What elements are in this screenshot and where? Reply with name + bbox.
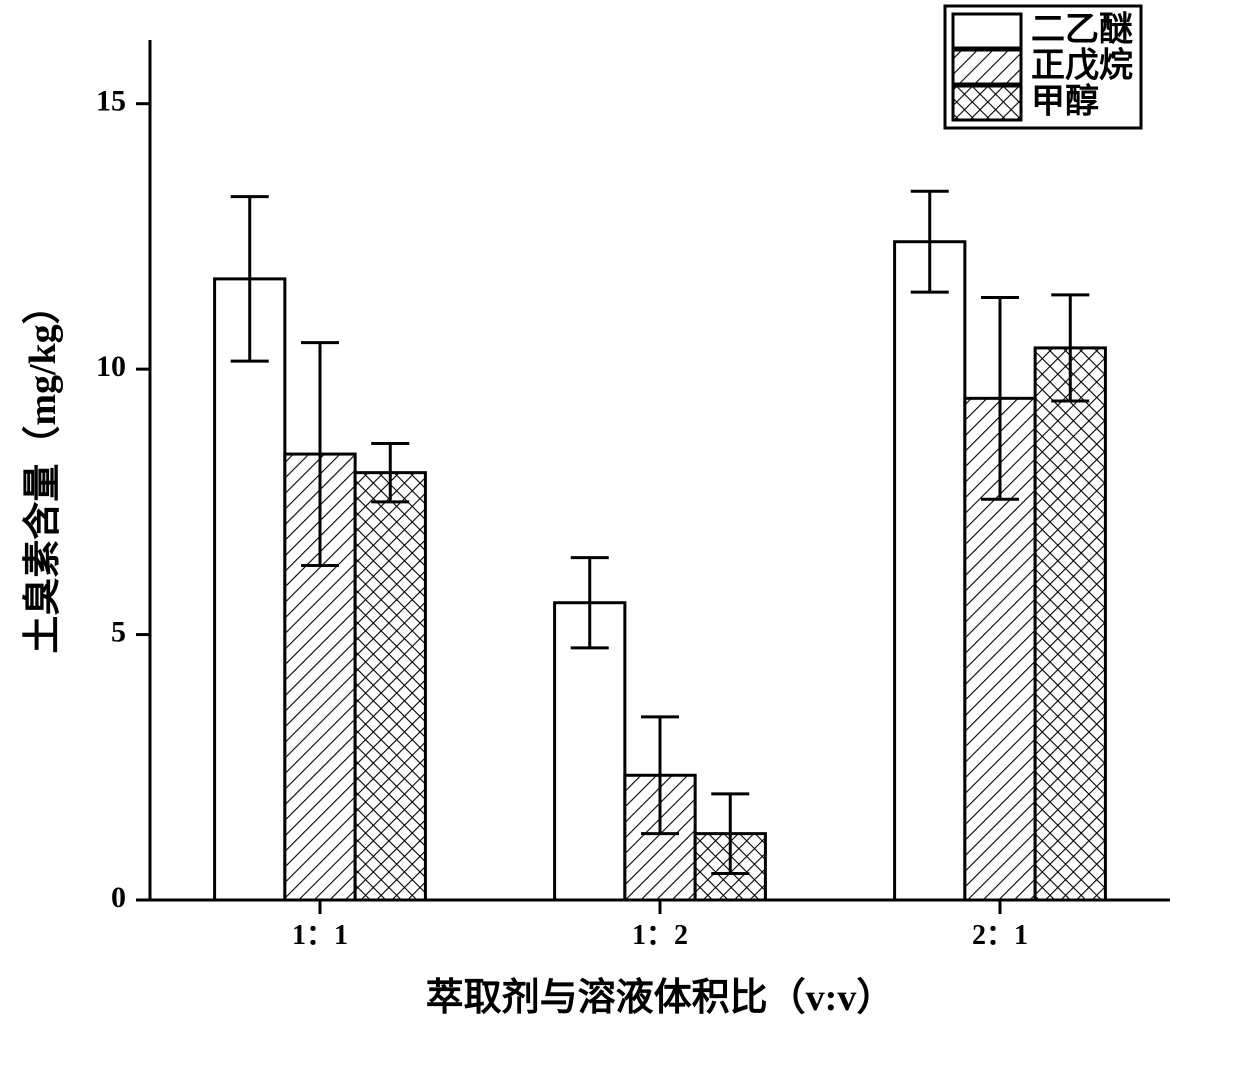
x-tick-label-0: 1：1 bbox=[292, 920, 348, 951]
y-tick-label-5: 5 bbox=[111, 615, 126, 648]
x-tick-label-2: 2：1 bbox=[972, 920, 1028, 951]
bar-diethyl_ether-2 bbox=[895, 242, 965, 900]
bar-diethyl_ether-0 bbox=[215, 279, 285, 900]
bar-methanol-2 bbox=[1035, 348, 1105, 900]
y-tick-label-0: 0 bbox=[111, 881, 126, 914]
y-tick-label-15: 15 bbox=[96, 85, 126, 118]
legend: 二乙醚正戊烷甲醇 bbox=[945, 6, 1141, 128]
legend-label-diethyl_ether: 二乙醚 bbox=[1031, 11, 1133, 49]
chart-svg: 0 5 10 15 1：1 1：2 2：1 土臭素含量（mg/kg） 萃取剂与溶液体积比（v:v… bbox=[0, 0, 1240, 1071]
legend-label-methanol: 甲醇 bbox=[1031, 83, 1099, 121]
bars-group bbox=[215, 191, 1106, 900]
legend-swatch-n_pentane bbox=[953, 50, 1021, 84]
legend-swatch-methanol bbox=[953, 86, 1021, 120]
x-tick-label-1: 1：2 bbox=[632, 920, 688, 951]
chart-container: 0 5 10 15 1：1 1：2 2：1 土臭素含量（mg/kg） 萃取剂与溶液体积比（v:v… bbox=[0, 0, 1240, 1071]
legend-swatch-diethyl_ether bbox=[953, 14, 1021, 48]
legend-label-n_pentane: 正戊烷 bbox=[1031, 46, 1133, 85]
y-tick-label-10: 10 bbox=[96, 350, 126, 383]
y-axis-title: 土臭素含量（mg/kg） bbox=[22, 286, 64, 653]
x-axis-title: 萃取剂与溶液体积比（v:v） bbox=[426, 977, 895, 1019]
bar-methanol-0 bbox=[355, 473, 425, 900]
